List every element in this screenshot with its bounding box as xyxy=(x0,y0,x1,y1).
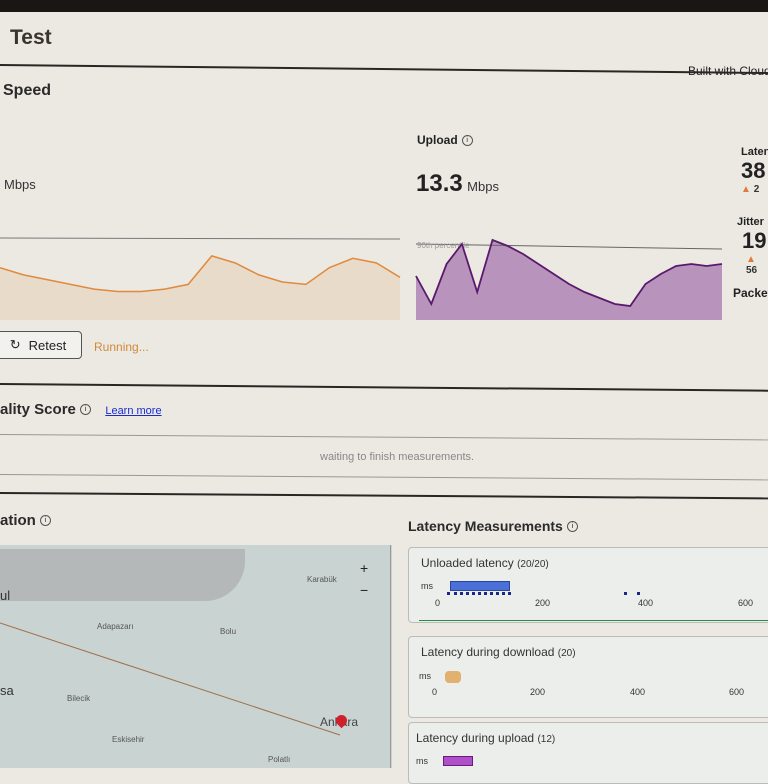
upload-boxplot xyxy=(443,756,473,766)
divider xyxy=(0,64,768,75)
upload-latency-card: Latency during upload (12) ms xyxy=(408,722,768,784)
latency-sub: ▲ 2 xyxy=(741,184,768,195)
divider xyxy=(0,434,768,441)
tick-label: 200 xyxy=(535,598,551,608)
quality-waiting-text: waiting to finish measurements. xyxy=(320,451,475,463)
unloaded-latency-label: Unloaded latency (20/20) xyxy=(421,556,549,570)
label: Latency during download xyxy=(421,645,555,659)
quality-header: ality Score i Learn more xyxy=(0,401,162,419)
city-label: Polatlı xyxy=(268,755,291,764)
city-label: Bilecik xyxy=(67,694,91,703)
jitter-label: Jitter xyxy=(737,216,764,228)
tick-label: 600 xyxy=(738,598,754,608)
upload-value-wrap: 13.3 Mbps xyxy=(416,170,499,198)
upload-latency-label: Latency during upload (12) xyxy=(416,731,555,745)
refresh-icon: ↻ xyxy=(9,337,21,352)
city-label: Karabük xyxy=(307,575,337,584)
tick-label: 200 xyxy=(530,687,546,697)
download-area xyxy=(0,255,400,320)
divider xyxy=(0,492,768,500)
upload-line xyxy=(415,238,723,307)
unit-label: ms xyxy=(419,671,431,681)
count: (20/20) xyxy=(517,559,549,570)
city-label: Adapazarı xyxy=(97,622,134,631)
retest-button[interactable]: ↻ Retest xyxy=(0,331,82,359)
unit-label: ms xyxy=(416,756,428,766)
upload-label-wrap: Upload i xyxy=(417,133,473,147)
download-chart xyxy=(0,237,401,320)
divider xyxy=(0,474,768,481)
jitter-sub-value: 56 xyxy=(746,265,758,276)
city-label: Eskisehir xyxy=(112,735,145,744)
info-icon[interactable]: i xyxy=(461,135,473,147)
jitter-value: 19 xyxy=(742,228,767,253)
download-percentile-line xyxy=(0,237,401,240)
download-latency-label: Latency during download (20) xyxy=(421,645,576,659)
quality-title: ality Score xyxy=(0,401,76,418)
tick-label: 0 xyxy=(435,598,441,608)
latency-stat: Laten 38 ▲ 2 xyxy=(741,146,768,195)
location-map[interactable]: ul sa Karabük Adapazarı Bolu Bilecik Esk… xyxy=(0,545,392,768)
divider xyxy=(0,383,768,392)
latency-sub-value: 2 xyxy=(753,184,760,195)
info-icon[interactable]: i xyxy=(79,404,91,416)
download-arrow-icon: ▲ xyxy=(741,184,751,195)
unloaded-boxplot xyxy=(450,581,510,591)
latency-measurements-title: Latency Measurements xyxy=(408,518,563,534)
sea-area xyxy=(0,549,245,601)
download-latency-card: Latency during download (20) ms 0 200 40… xyxy=(408,636,768,718)
info-icon[interactable]: i xyxy=(566,521,578,533)
label: Unloaded latency xyxy=(421,556,514,570)
download-line xyxy=(0,255,401,293)
tick-label: 600 xyxy=(729,687,745,697)
zoom-out-button[interactable]: − xyxy=(360,582,369,598)
unloaded-points xyxy=(447,592,511,597)
zoom-in-button[interactable]: + xyxy=(360,560,369,576)
latency-header: Latency Measurements i xyxy=(408,518,578,536)
speed-section-title: Speed xyxy=(3,82,52,99)
learn-more-link[interactable]: Learn more xyxy=(105,405,162,417)
upload-percentile-line xyxy=(415,243,723,250)
jitter-sub: ▲ 56 xyxy=(746,254,768,276)
status-text: Running... xyxy=(94,340,149,354)
upload-label: Upload xyxy=(417,133,458,147)
screen-bezel xyxy=(0,0,768,12)
latency-label: Laten xyxy=(741,146,768,158)
outlier-point xyxy=(624,592,627,595)
jitter-stat: Jitter 19 ▲ 56 xyxy=(737,216,768,276)
upload-area xyxy=(416,240,722,320)
progress-line xyxy=(419,620,768,621)
divider xyxy=(390,545,391,768)
location-title: ation xyxy=(0,512,36,529)
tick-label: 0 xyxy=(432,687,438,697)
retest-label: Retest xyxy=(28,337,67,353)
count: (12) xyxy=(537,734,556,745)
route-line xyxy=(0,622,341,736)
percentile-label: 90th percentile xyxy=(417,241,470,250)
download-arrow-icon: ▲ xyxy=(746,254,756,265)
upload-unit: Mbps xyxy=(467,179,499,194)
city-label: ul xyxy=(0,588,11,603)
unit-label: ms xyxy=(421,581,433,591)
label: Latency during upload xyxy=(416,731,535,745)
page-title: Test xyxy=(10,26,52,49)
count: (20) xyxy=(557,648,576,659)
tick-label: 400 xyxy=(630,687,646,697)
info-icon[interactable]: i xyxy=(39,515,51,527)
latency-value: 38 xyxy=(741,158,766,183)
outlier-point xyxy=(637,592,640,595)
tick-label: 400 xyxy=(638,598,654,608)
city-label: Bolu xyxy=(220,627,237,636)
packet-loss-label: Packet xyxy=(733,286,768,300)
location-header: ation i xyxy=(0,512,51,530)
download-unit: Mbps xyxy=(4,177,36,192)
upload-chart: 90th percentile xyxy=(415,238,723,320)
unloaded-latency-card: Unloaded latency (20/20) ms 0 200 400 60… xyxy=(408,547,768,623)
upload-value: 13.3 xyxy=(416,170,463,197)
download-boxplot xyxy=(445,671,461,683)
city-label: sa xyxy=(0,683,14,698)
